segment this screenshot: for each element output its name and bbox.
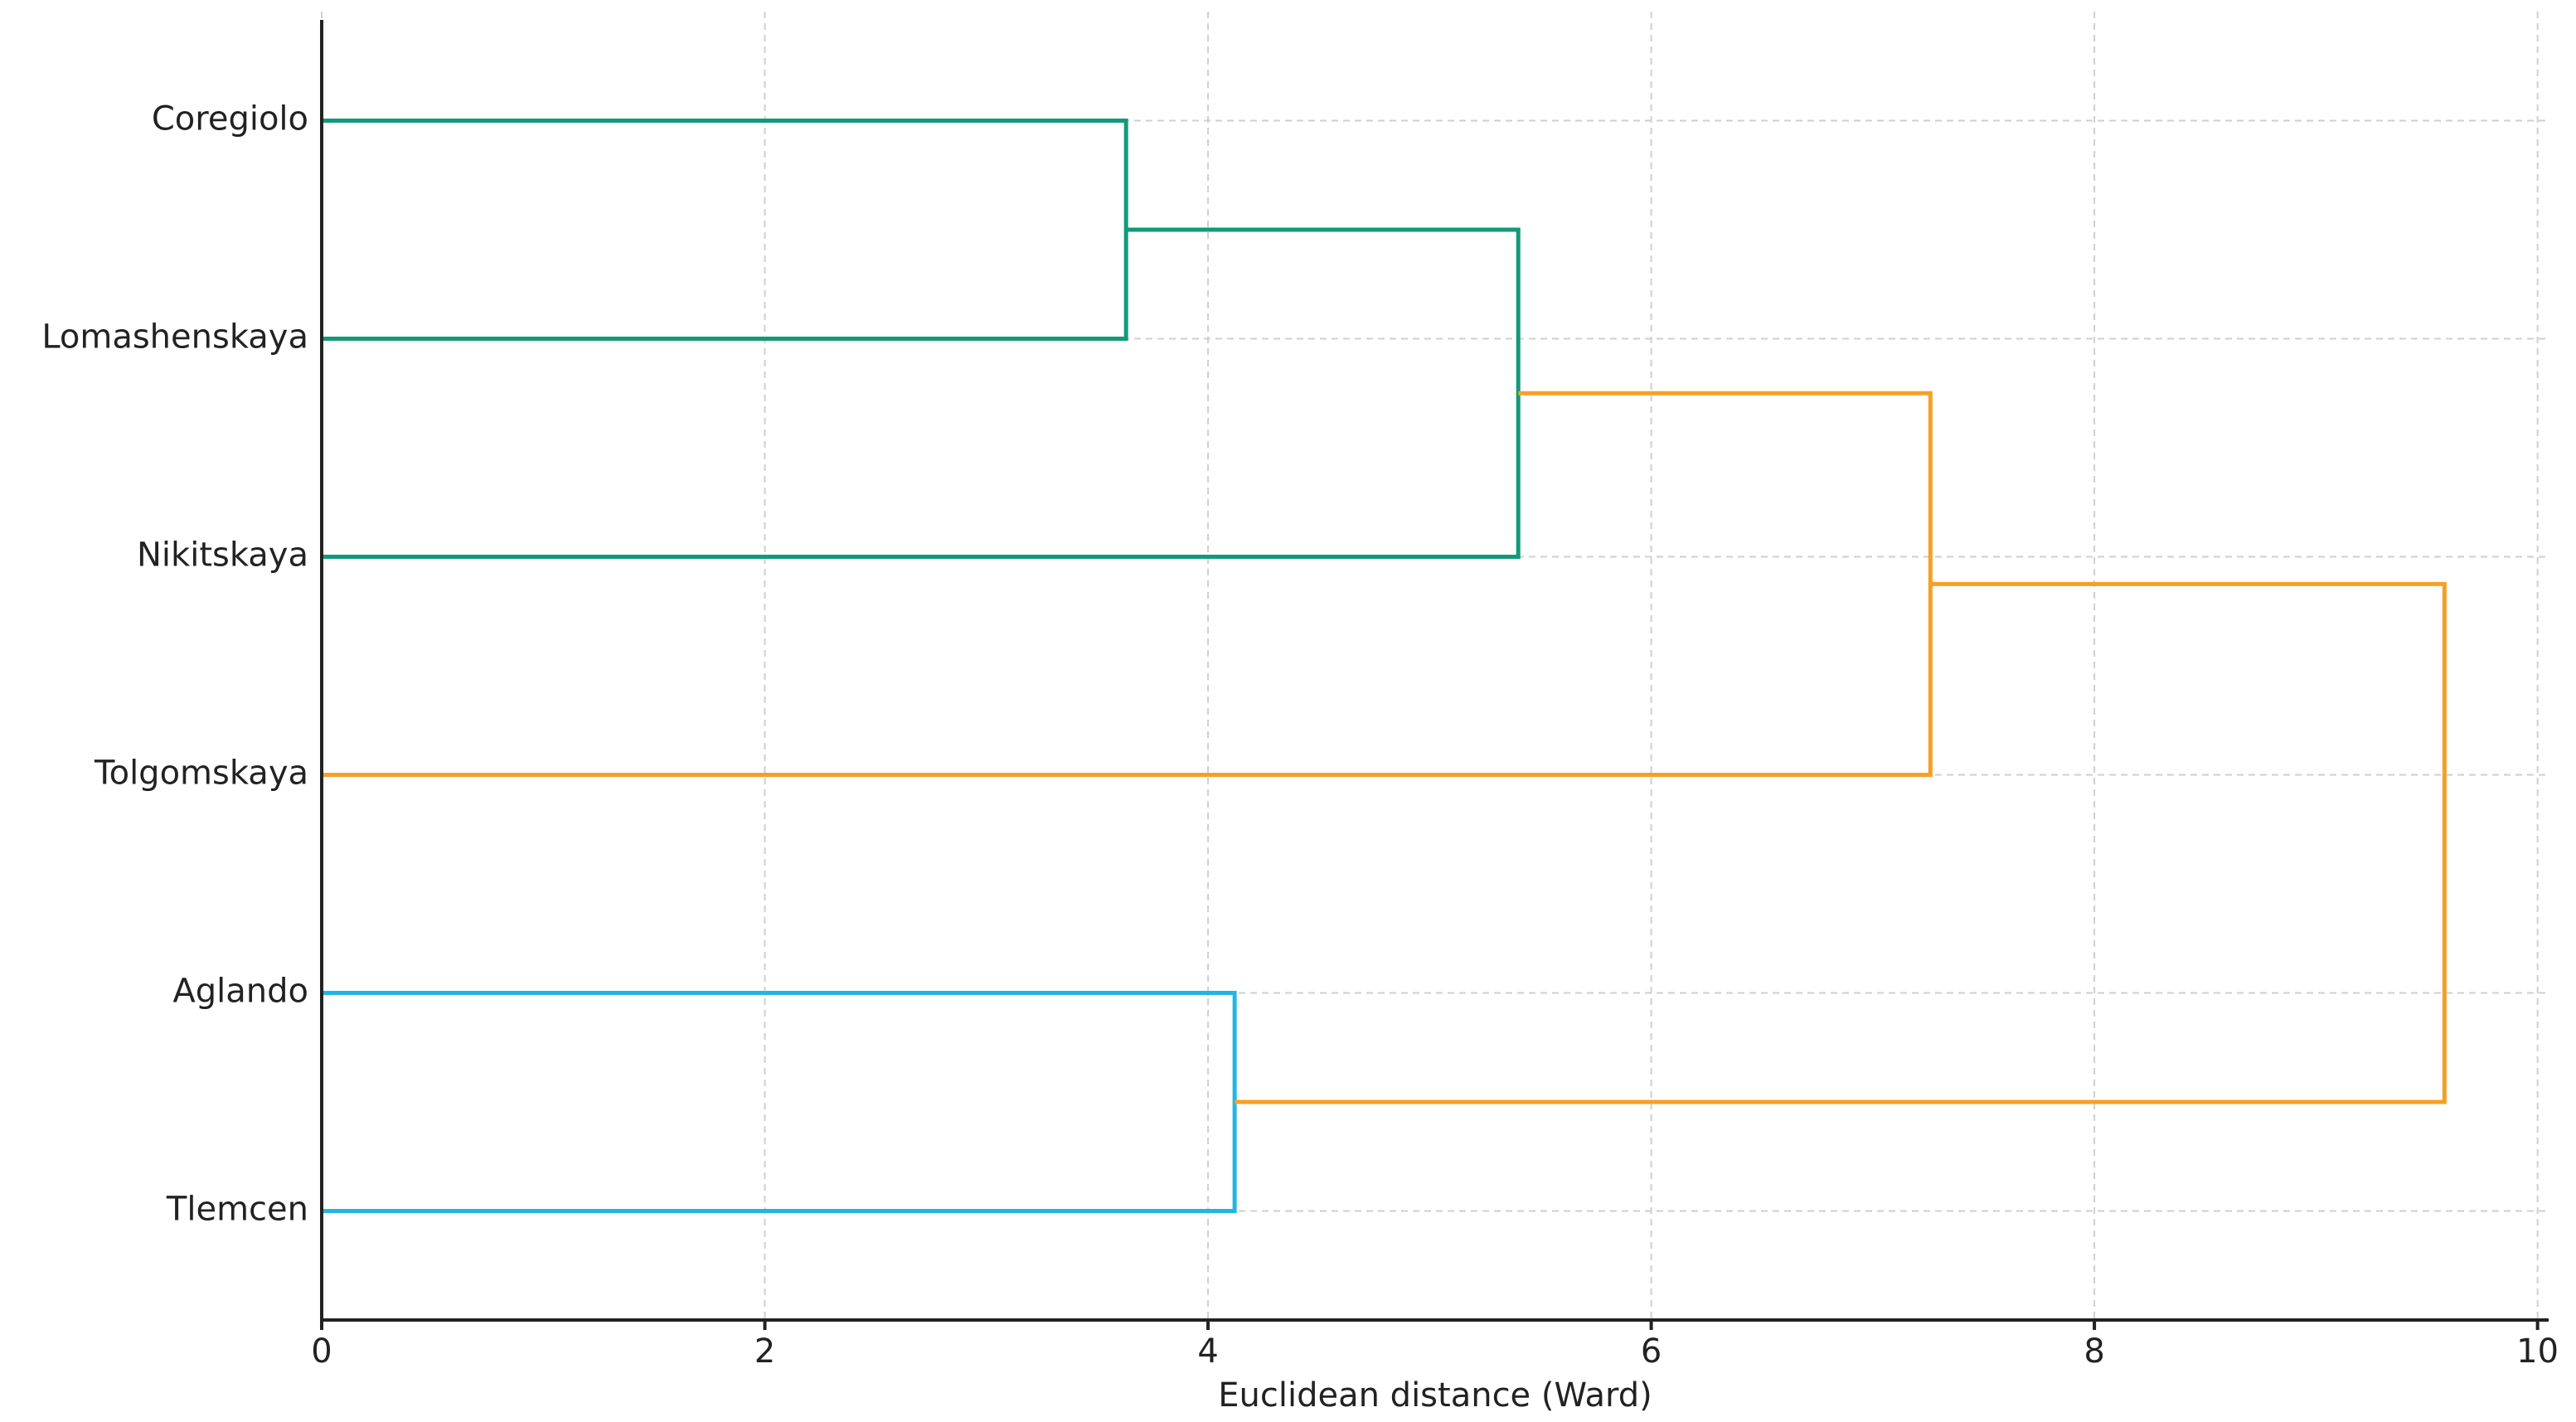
leaf-label: Lomashenskaya xyxy=(41,318,308,357)
x-tick-label: 2 xyxy=(754,1332,775,1371)
leaf-label: Aglando xyxy=(172,973,308,1011)
leaf-label: Coregiolo xyxy=(152,100,308,138)
x-tick-label: 4 xyxy=(1197,1332,1218,1371)
x-tick-label: 6 xyxy=(1641,1332,1662,1371)
leaf-label: Tlemcen xyxy=(166,1191,308,1229)
dendrogram-link xyxy=(322,991,1237,1213)
leaf-label: Nikitskaya xyxy=(137,536,308,575)
dendrogram-link xyxy=(322,227,1521,559)
dendrogram-link xyxy=(322,391,1933,777)
x-tick-label: 0 xyxy=(311,1332,332,1371)
x-axis-label: Euclidean distance (Ward) xyxy=(1218,1376,1652,1415)
x-tick-label: 8 xyxy=(2084,1332,2104,1371)
dendrogram-link xyxy=(1235,581,2447,1104)
leaf-label: Tolgomskaya xyxy=(94,755,308,793)
dendrogram-link xyxy=(322,119,1128,341)
x-tick-label: 10 xyxy=(2516,1332,2559,1371)
